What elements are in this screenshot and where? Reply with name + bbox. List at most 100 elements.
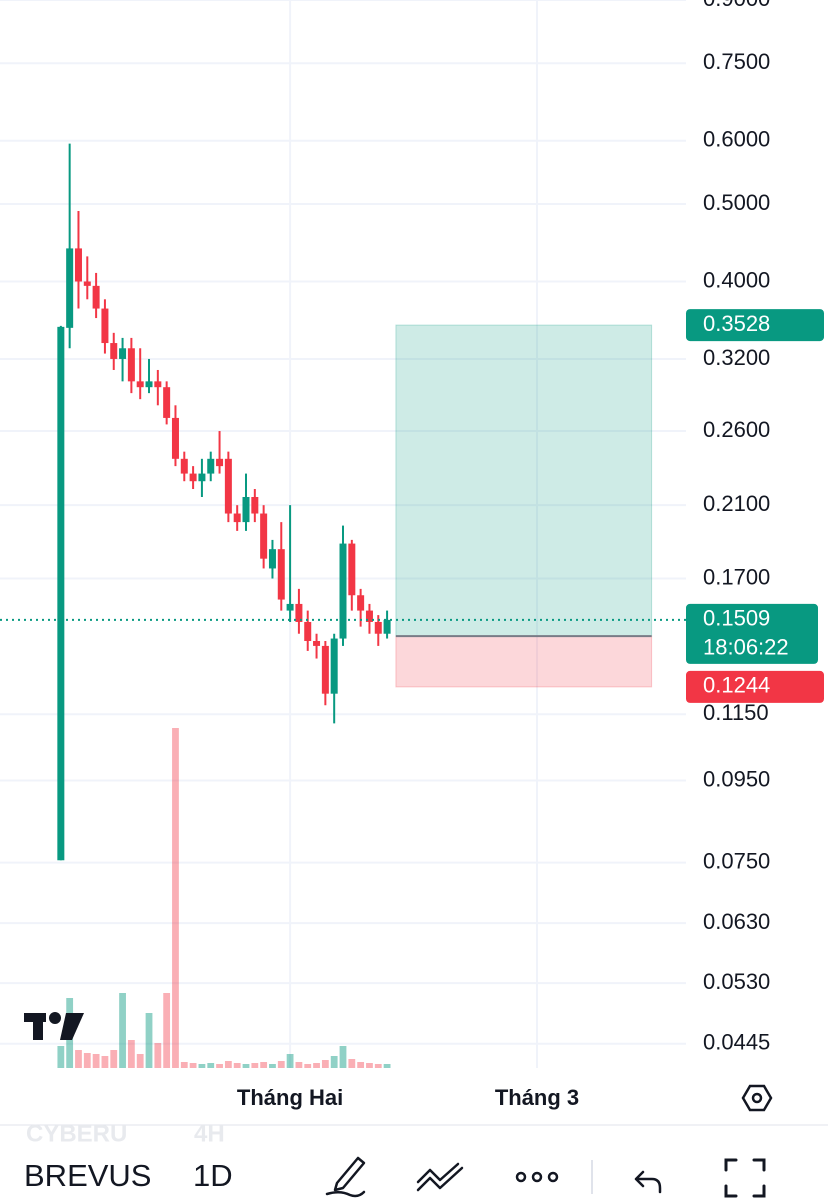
x-tick-label: Tháng Hai [237,1085,343,1110]
volume-bar [127,1040,135,1068]
target-label: 0.3528 [703,311,770,336]
candle-body [251,496,259,514]
y-tick-label: 0.0630 [703,909,770,934]
candle-body [163,387,171,418]
y-tick-label: 0.0445 [703,1030,770,1055]
prev-symbol: CYBERU [26,1120,127,1147]
candle-body [357,595,365,611]
y-tick-label: 0.7500 [703,49,770,74]
candle-body [189,473,197,482]
candle-body [119,348,127,359]
volume-bar [366,1063,373,1068]
y-tick-label: 0.0530 [703,969,770,994]
price-axis: 0.9000 0.7500 0.6000 0.5000 0.4000 0.3200 0.26… [703,0,770,1055]
y-tick-label: 0.2600 [703,417,770,442]
volume-bar [260,1062,268,1068]
candle-body [321,645,329,694]
volume-bar [119,993,126,1068]
last-price-label-box [686,603,818,664]
candles [57,143,391,861]
volume-bar [304,1064,312,1068]
candle-body [224,458,232,514]
interval[interactable]: 1D [193,1158,233,1193]
candle-body [83,281,91,286]
y-tick-label: 0.5000 [703,190,770,215]
volume-bar [269,1064,276,1068]
volume-pane [57,728,391,1068]
volume-bar [233,1063,241,1068]
volume-bar [216,1064,223,1068]
indicators-button[interactable] [416,1162,464,1192]
candle-body [180,458,188,474]
candle-body [207,458,215,474]
volume-bar [330,1056,338,1068]
profit-zone [395,324,653,637]
y-tick-label: 0.3200 [703,345,770,370]
loss-zone [395,635,653,688]
symbol[interactable]: BREVUS [24,1158,151,1193]
volume-bar [207,1063,215,1068]
volume-bar [101,1056,109,1068]
volume-bar [198,1064,206,1068]
candle-body [286,603,294,611]
grid [0,0,686,1068]
volume-bar [110,1050,118,1068]
undo-button[interactable] [634,1170,662,1194]
candle-body [365,610,373,622]
volume-bar [57,1046,65,1068]
stop-label: 0.1244 [703,673,770,698]
candle-body [330,638,338,694]
candle-body [145,381,153,388]
volume-bar [383,1064,391,1068]
settings-button[interactable] [741,1084,773,1112]
draw-button[interactable] [325,1156,366,1198]
y-tick-label: 0.0750 [703,848,770,873]
symbol-crop [156,1150,184,1200]
candle-body [242,496,250,523]
candle-body [277,549,285,600]
volume-bar [154,1043,162,1068]
candle-body [313,640,321,646]
candle-body [348,543,356,596]
candle-body [74,248,82,282]
volume-bar [295,1062,303,1068]
y-tick-label: 0.1700 [703,564,770,589]
volume-bar [92,1054,100,1068]
volume-bar [277,1061,285,1068]
volume-bar [224,1061,232,1068]
candle-body [295,603,303,622]
y-tick-label: 0.1150 [703,700,769,725]
candle-body [154,381,162,388]
x-tick-label: Tháng 3 [495,1085,579,1110]
candle-body [92,285,100,309]
volume-bar [75,1050,82,1068]
more-button[interactable] [515,1171,559,1183]
prev-interval: 4H [194,1120,225,1147]
candle-body [110,343,118,359]
price-labels: 0.3528 0.1244 0.1509 18:06:22 [0,309,824,703]
candle-body [127,348,135,382]
candle-body [383,619,391,634]
y-tick-label: 0.9000 [703,0,770,11]
last-price-label: 0.1509 [703,606,770,631]
candle-body [136,381,144,388]
y-tick-label: 0.4000 [703,267,770,292]
volume-bar [163,993,171,1068]
settings-icon-dot [751,1092,763,1104]
countdown: 18:06:22 [703,635,789,660]
stop-label-box [686,670,824,703]
volume-bar [251,1063,259,1068]
candle-body [66,248,74,328]
volume-bar [242,1064,250,1068]
position-tool[interactable] [395,324,653,688]
volume-bar [286,1054,294,1068]
y-tick-label: 0.0950 [703,766,770,791]
candle-body [171,417,179,459]
volume-bar [189,1063,197,1068]
candle-body [374,621,382,634]
volume-bar [83,1053,91,1068]
volume-bar [172,728,179,1068]
fullscreen-button[interactable] [724,1158,766,1198]
